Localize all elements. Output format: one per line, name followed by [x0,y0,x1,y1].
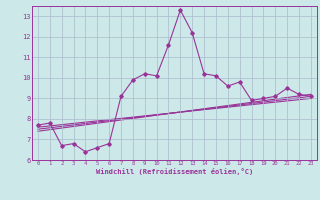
X-axis label: Windchill (Refroidissement éolien,°C): Windchill (Refroidissement éolien,°C) [96,168,253,175]
